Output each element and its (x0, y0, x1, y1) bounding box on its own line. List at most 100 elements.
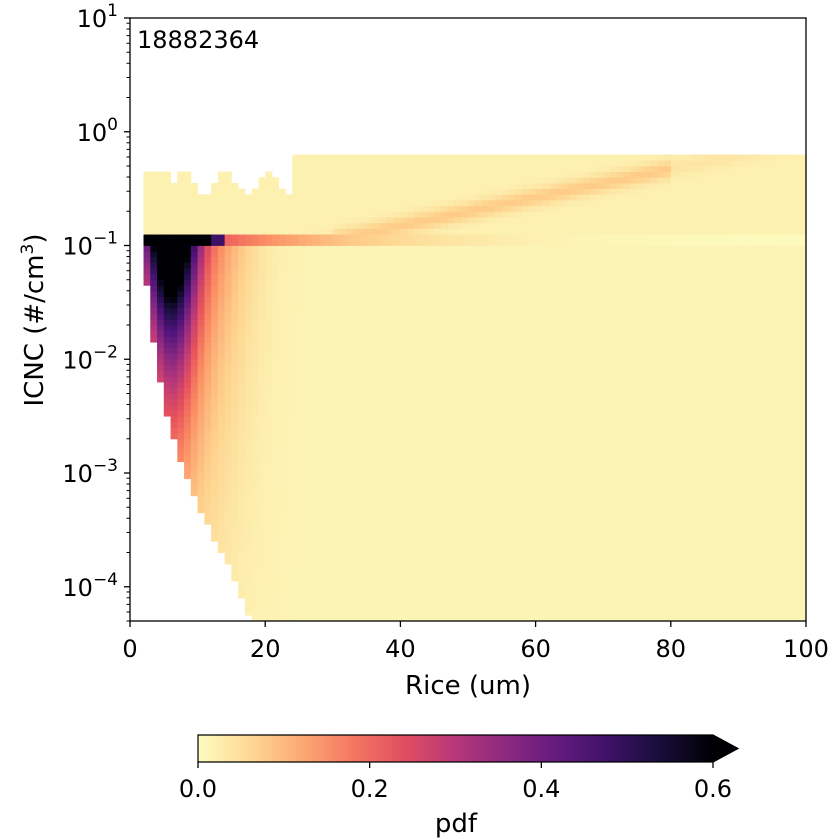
heatmap-cell (495, 427, 503, 434)
heatmap-cell (407, 325, 415, 332)
heatmap-cell (549, 592, 557, 599)
heatmap-cell (501, 279, 509, 286)
heatmap-cell (346, 285, 354, 292)
heatmap-cell (488, 495, 496, 502)
heatmap-cell (569, 541, 577, 548)
heatmap-cell (285, 546, 293, 554)
heatmap-cell (278, 427, 286, 434)
heatmap-cell (427, 234, 435, 241)
heatmap-cell (366, 160, 374, 167)
heatmap-cell (393, 535, 401, 542)
heatmap-cell (468, 291, 476, 298)
heatmap-cell (319, 603, 327, 610)
heatmap-cell (508, 592, 516, 599)
heatmap-cell (495, 575, 503, 582)
heatmap-cell (305, 433, 313, 440)
heatmap-cell (434, 598, 442, 605)
heatmap-cell (244, 319, 253, 326)
heatmap-cell (251, 268, 259, 275)
heatmap-cell (481, 546, 489, 554)
heatmap-cell (582, 450, 591, 457)
heatmap-cell (163, 268, 171, 275)
heatmap-cell (163, 330, 171, 337)
heatmap-cell (359, 296, 367, 303)
heatmap-cell (535, 495, 543, 502)
heatmap-cell (454, 546, 462, 554)
heatmap-cell (528, 330, 536, 337)
heatmap-cell (353, 501, 361, 508)
heatmap-cell (359, 200, 367, 207)
heatmap-cell (522, 359, 530, 366)
heatmap-cell (366, 393, 374, 400)
heatmap-cell (217, 222, 226, 229)
heatmap-cell (420, 364, 428, 372)
heatmap-cell (380, 444, 388, 451)
heatmap-cell (339, 461, 347, 468)
heatmap-cell (184, 325, 192, 332)
heatmap-cell (224, 359, 232, 366)
heatmap-cell (589, 438, 597, 445)
heatmap-cell (447, 387, 455, 394)
heatmap-cell (339, 273, 347, 281)
heatmap-cell (535, 598, 543, 605)
heatmap-cell (305, 262, 313, 269)
heatmap-cell (238, 433, 246, 440)
heatmap-cell (542, 461, 550, 468)
heatmap-cell (434, 484, 442, 491)
heatmap-cell (190, 251, 198, 258)
heatmap-cell (204, 478, 212, 485)
heatmap-cell (481, 569, 489, 576)
heatmap-cell (582, 609, 591, 616)
heatmap-cell (488, 376, 496, 383)
heatmap-cell (305, 296, 313, 303)
heatmap-cell (461, 228, 469, 235)
heatmap-cell (474, 558, 482, 565)
heatmap-cell (366, 529, 374, 536)
heatmap-cell (285, 427, 293, 434)
heatmap-cell (163, 273, 171, 281)
heatmap-cell (386, 319, 395, 326)
heatmap-cell (413, 467, 422, 474)
heatmap-cell (488, 438, 496, 445)
heatmap-cell (434, 342, 442, 349)
heatmap-cell (555, 450, 564, 457)
heatmap-cell (366, 387, 374, 394)
heatmap-cell (292, 495, 300, 502)
heatmap-cell (501, 291, 509, 298)
heatmap-cell (231, 410, 239, 417)
heatmap-cell (413, 182, 422, 190)
heatmap-cell (170, 296, 178, 303)
heatmap-cell (488, 575, 496, 582)
heatmap-cell (501, 399, 509, 406)
heatmap-cell (481, 245, 489, 252)
heatmap-cell (231, 302, 239, 309)
heatmap-cell (332, 404, 340, 411)
heatmap-cell (244, 234, 253, 241)
heatmap-cell (305, 205, 313, 212)
heatmap-cell (400, 273, 408, 281)
heatmap-cell (204, 433, 212, 440)
heatmap-cell (488, 586, 496, 593)
heatmap-cell (542, 211, 550, 218)
heatmap-cell (400, 387, 408, 394)
heatmap-cell (515, 541, 523, 548)
heatmap-cell (400, 234, 408, 241)
heatmap-cell (393, 399, 401, 406)
heatmap-cell (319, 370, 327, 377)
heatmap-cell (555, 421, 564, 428)
heatmap-cell (386, 308, 395, 315)
heatmap-cell (312, 404, 320, 411)
heatmap-cell (312, 467, 320, 474)
heatmap-cell (319, 399, 327, 406)
heatmap-cell (231, 541, 239, 548)
heatmap-cell (319, 273, 327, 281)
heatmap-cell (495, 302, 503, 309)
heatmap-cell (366, 501, 374, 508)
heatmap-cell (407, 251, 415, 258)
heatmap-cell (292, 211, 300, 218)
heatmap-cell (312, 512, 320, 519)
heatmap-cell (380, 364, 388, 372)
heatmap-cell (522, 279, 530, 286)
heatmap-cell (407, 342, 415, 349)
heatmap-cell (528, 302, 536, 309)
